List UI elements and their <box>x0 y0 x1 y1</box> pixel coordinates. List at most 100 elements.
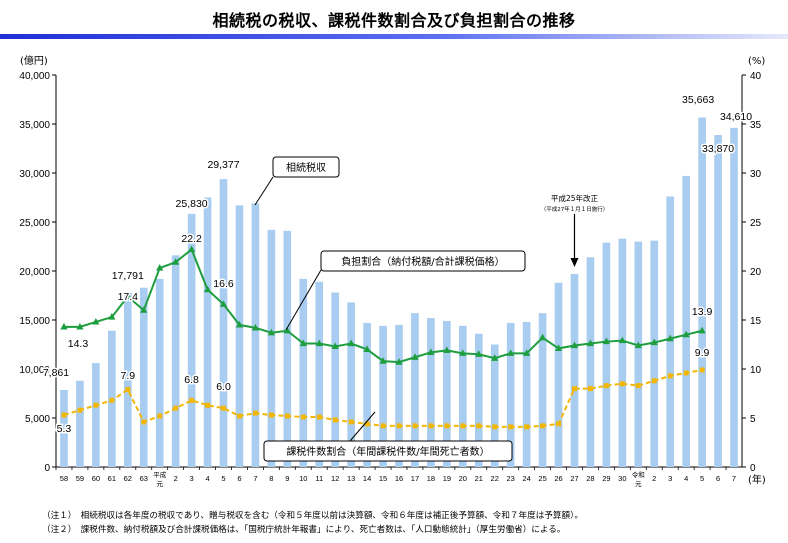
count-ratio-point <box>125 387 131 393</box>
count-ratio-point <box>492 424 498 430</box>
bar-tax-revenue <box>92 363 100 467</box>
right-tick-label: 10 <box>750 365 762 376</box>
bar-tax-revenue <box>474 333 483 467</box>
count-ratio-point <box>587 386 593 392</box>
x-tick-label: 3 <box>668 474 672 483</box>
bar-tax-revenue <box>60 389 68 467</box>
x-axis-unit: (年) <box>748 473 766 486</box>
bar-tax-revenue <box>602 242 611 467</box>
data-label-count: 6.0 <box>216 381 231 393</box>
x-tick-label: 29 <box>602 474 610 483</box>
count-ratio-point <box>635 383 641 389</box>
bar-tax-revenue <box>251 203 260 467</box>
burden-ratio-point <box>347 339 355 347</box>
burden-ratio-point <box>92 317 100 325</box>
bar-tax-revenue <box>506 322 515 467</box>
count-ratio-point <box>141 419 147 425</box>
count-ratio-point <box>236 413 242 419</box>
bar-tax-revenue <box>698 117 706 468</box>
x-tick-label: 4 <box>205 474 209 483</box>
count-ratio-point <box>571 386 577 392</box>
count-ratio-point <box>77 407 83 413</box>
title-underline <box>0 34 788 39</box>
burden-ratio-point <box>60 322 68 330</box>
bar-tax-revenue <box>235 205 244 467</box>
count-ratio-point <box>205 402 211 408</box>
bar-tax-revenue <box>283 230 292 467</box>
x-tick-label: 19 <box>443 474 451 483</box>
x-tick-label-sub: 元 <box>156 480 163 488</box>
data-label-burden: 14.3 <box>68 338 89 350</box>
count-ratio-point <box>157 413 163 419</box>
count-ratio-point <box>332 417 338 423</box>
bar-tax-revenue <box>714 135 722 467</box>
count-ratio-point <box>476 423 482 429</box>
count-ratio-point <box>221 405 227 411</box>
x-tick-label: 18 <box>427 474 435 483</box>
count-ratio-point <box>444 423 450 429</box>
burden-ratio-point <box>491 354 499 361</box>
reform-note-sub: （平成27年１月１日施行） <box>541 205 609 213</box>
burden-ratio-point <box>507 349 515 356</box>
footnote-1: （注１） 相続税収は各年度の税収であり、贈与税収を含む（令和５年度以前は決算額、… <box>42 511 583 521</box>
data-label-burden: 13.9 <box>692 306 713 318</box>
count-ratio-point <box>284 413 290 419</box>
callout-burden-text: 負担割合（納付税額/合計課税価格） <box>341 255 504 268</box>
right-tick-label: 40 <box>750 71 762 82</box>
burden-ratio-point <box>523 349 531 356</box>
x-tick-label: 27 <box>570 474 578 483</box>
count-ratio-point <box>396 423 402 429</box>
burden-ratio-point <box>411 353 419 360</box>
reform-arrow-head <box>570 258 579 267</box>
x-tick-label: 59 <box>76 474 84 483</box>
bar-tax-revenue <box>634 241 643 467</box>
x-tick-label: 60 <box>92 474 100 483</box>
bar-tax-revenue <box>570 273 579 467</box>
bar-tax-revenue <box>522 321 531 467</box>
callout-tax-revenue-text: 相続税収 <box>286 161 326 174</box>
x-tick-label: 14 <box>363 474 371 483</box>
left-tick-label: 15,000 <box>19 316 50 327</box>
burden-ratio-point <box>140 306 148 313</box>
bar-tax-revenue <box>123 292 132 467</box>
left-tick-label: 30,000 <box>19 169 50 180</box>
left-tick-label: 0 <box>44 463 50 474</box>
x-tick-label: 15 <box>379 474 387 483</box>
bar-tax-revenue <box>315 281 324 467</box>
x-tick-label: 21 <box>475 474 483 483</box>
x-tick-label: 13 <box>347 474 355 483</box>
burden-ratio-point <box>267 328 275 336</box>
right-axis-unit: (%) <box>748 56 765 67</box>
count-ratio-point <box>651 378 657 384</box>
reform-note-title: 平成25年改正 <box>551 193 599 203</box>
count-ratio-point <box>364 421 370 427</box>
count-ratio-point <box>109 397 115 403</box>
x-tick-label-sub: 元 <box>635 480 642 488</box>
x-tick-label: 5 <box>221 474 225 483</box>
data-label-count: 6.8 <box>184 374 199 386</box>
data-label-bar: 25,830 <box>176 198 208 210</box>
x-tick-label: 26 <box>554 474 562 483</box>
bar-tax-revenue <box>171 255 180 467</box>
bar-tax-revenue <box>427 318 435 467</box>
burden-ratio-point <box>395 358 403 365</box>
burden-ratio-point <box>172 258 180 265</box>
count-ratio-point <box>683 370 689 376</box>
bar-tax-revenue <box>219 179 228 467</box>
bar-tax-revenue <box>187 213 196 467</box>
burden-ratio-point <box>124 292 132 300</box>
bar-tax-revenue <box>650 240 659 467</box>
callout-burden-box <box>320 250 526 272</box>
count-ratio-point <box>460 423 466 429</box>
burden-ratio-point <box>76 322 84 330</box>
count-ratio-point <box>316 414 322 420</box>
right-tick-label: 35 <box>750 120 762 131</box>
data-label-bar: 34,610 <box>720 111 752 123</box>
count-ratio-point <box>428 423 434 429</box>
x-tick-label: 7 <box>732 474 736 483</box>
count-ratio-point <box>300 414 306 420</box>
callout-tax-revenue-leader <box>254 176 274 206</box>
callout-count-leader <box>349 411 376 442</box>
x-tick-label: 62 <box>124 474 132 483</box>
data-label-bar: 7,861 <box>43 367 69 379</box>
